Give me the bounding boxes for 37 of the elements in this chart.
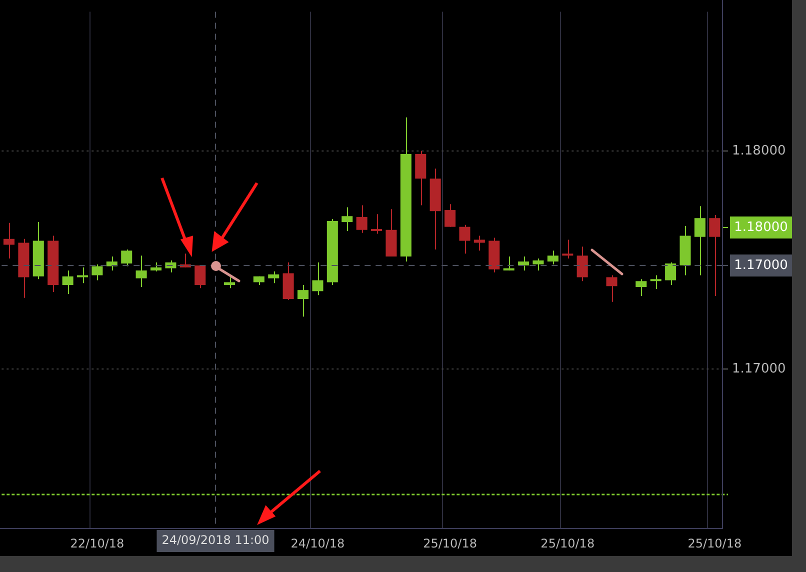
candlestick [709, 214, 720, 296]
x-tick-label: 25/10/18 [688, 536, 742, 550]
candlestick [312, 262, 324, 296]
candlestick [576, 246, 588, 282]
candlestick [606, 274, 618, 302]
candlestick [62, 270, 74, 294]
candlestick [224, 276, 236, 289]
candlestick [106, 256, 118, 271]
candlestick [194, 264, 206, 289]
candlestick [650, 274, 662, 290]
candlestick [371, 214, 382, 234]
candlestick [3, 222, 15, 259]
candlestick [444, 204, 456, 228]
candlestick [136, 255, 147, 288]
candlestick [356, 204, 368, 234]
candlestick [503, 256, 514, 271]
x-tick-label: 25/10/18 [540, 536, 595, 550]
x-tick-label: 24/10/18 [290, 536, 345, 550]
candlestick [562, 239, 574, 259]
candlestick [532, 258, 544, 271]
candlestick [76, 266, 88, 284]
x-tick-label: 25/10/18 [423, 536, 477, 550]
candlestick [298, 284, 309, 318]
candlestick [547, 250, 558, 265]
candlestick [165, 260, 176, 273]
candlestick [121, 249, 132, 267]
candlestick [636, 278, 647, 296]
candlestick [268, 270, 280, 284]
x-tick-label: 24/09/2018 11:00 [162, 533, 270, 548]
candlestick [694, 206, 706, 276]
candlestick [92, 264, 103, 281]
candlestick [665, 262, 676, 286]
candlestick [518, 256, 530, 271]
x-tick-label: 22/10/18 [70, 536, 124, 550]
candlestick [474, 235, 485, 252]
candlestick [459, 224, 470, 254]
candlestick [342, 206, 353, 232]
